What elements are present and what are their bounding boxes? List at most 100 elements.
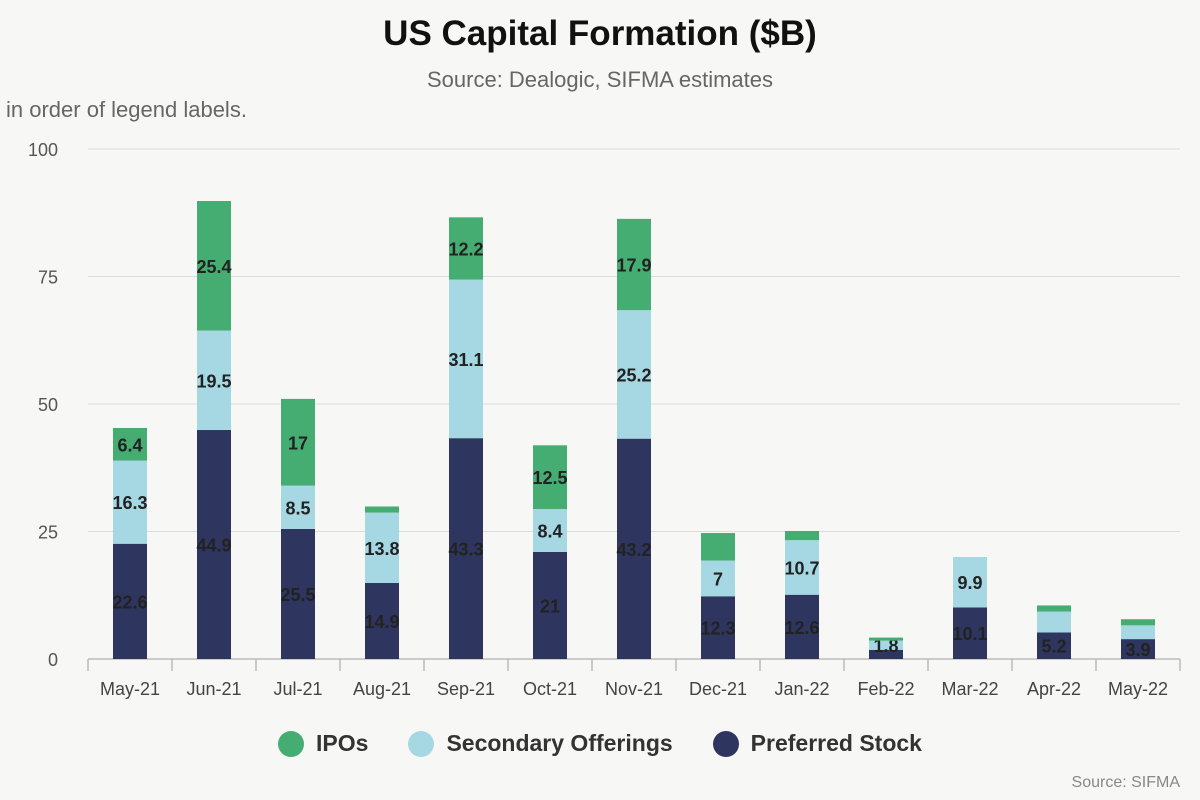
y-tick-label: 25 (38, 523, 58, 543)
bar-preferred-stock (365, 583, 399, 659)
data-label: 10.7 (784, 558, 819, 578)
x-tick-label: Oct-21 (523, 679, 577, 699)
data-label: 14.9 (364, 612, 399, 632)
bar-preferred-stock (1121, 639, 1155, 659)
x-tick-label: Feb-22 (857, 679, 914, 699)
bar-ipos (365, 506, 399, 513)
x-tick-label: May-21 (100, 679, 160, 699)
chart-title: US Capital Formation ($B) (383, 14, 817, 53)
bar-chart: 0 25 50 75 100 22.6 16.3 6.4 May-21 44.9 19.5 25.4 J… (28, 140, 1181, 699)
bar-secondary-offerings (1121, 625, 1155, 640)
bar-preferred-stock (449, 438, 483, 659)
x-tick-label: Dec-21 (689, 679, 747, 699)
data-label: 22.6 (112, 592, 147, 612)
bar-preferred-stock (701, 596, 735, 659)
bar-secondary-offerings (533, 509, 567, 552)
y-tick-label: 50 (38, 395, 58, 415)
data-label: 3.9 (1125, 640, 1150, 660)
x-tick-label: May-22 (1108, 679, 1168, 699)
bar-secondary-offerings (281, 485, 315, 529)
x-tick-label: Jan-22 (774, 679, 829, 699)
bar-ipos (197, 201, 231, 331)
bar-secondary-offerings (113, 460, 147, 544)
data-label: 8.4 (537, 521, 562, 541)
bar-secondary-offerings (617, 310, 651, 439)
data-label: 16.3 (112, 493, 147, 513)
legend-swatch-ipos (278, 730, 305, 757)
bar-preferred-stock (785, 594, 819, 659)
data-label: 12.2 (448, 239, 483, 259)
bar-ipos (1037, 605, 1071, 612)
data-label: 25.5 (280, 585, 315, 605)
data-label: 44.9 (196, 536, 231, 556)
bar-preferred-stock (113, 543, 147, 659)
bar-secondary-offerings (197, 330, 231, 431)
bar-ipos (617, 218, 651, 311)
bar-ipos (701, 533, 735, 561)
x-tick-label: Jun-21 (186, 679, 241, 699)
legend-item-preferred-stock[interactable]: Preferred Stock (712, 730, 922, 757)
x-tick-label: Sep-21 (437, 679, 495, 699)
bar-preferred-stock (1037, 632, 1071, 659)
bar-secondary-offerings (869, 640, 903, 650)
legend-item-ipos[interactable]: IPOs (278, 730, 368, 757)
data-label: 21 (540, 596, 560, 616)
data-label: 12.6 (784, 618, 819, 638)
bar-ipos (281, 398, 315, 486)
bar-ipos (533, 445, 567, 510)
bar-ipos (869, 637, 903, 641)
data-label: 12.5 (532, 468, 567, 488)
data-label: 6.4 (117, 435, 142, 455)
bar-secondary-offerings (449, 279, 483, 439)
data-label: 5.2 (1041, 637, 1066, 657)
bar-preferred-stock (281, 528, 315, 659)
legend-item-secondary-offerings[interactable]: Secondary Offerings (408, 730, 673, 757)
data-label: 25.4 (196, 257, 231, 277)
bar-preferred-stock (869, 649, 903, 659)
legend-label-ipos: IPOs (316, 730, 369, 756)
bar-ipos (1121, 619, 1155, 626)
legend-label-preferred-stock: Preferred Stock (750, 730, 922, 756)
legend-label-secondary-offerings: Secondary Offerings (446, 730, 673, 756)
bar-ipos (785, 530, 819, 541)
chart-subtitle: Source: Dealogic, SIFMA estimates (426, 67, 774, 92)
bar-preferred-stock (617, 438, 651, 659)
legend-swatch-secondary-offerings (408, 730, 435, 757)
data-label: 13.8 (364, 539, 399, 559)
data-label: 12.3 (700, 619, 735, 639)
x-tick-label: Apr-22 (1027, 679, 1081, 699)
x-tick-label: Jul-21 (273, 679, 322, 699)
data-label: 9.9 (957, 573, 982, 593)
bar-secondary-offerings (785, 540, 819, 595)
bar-secondary-offerings (701, 560, 735, 597)
bar-secondary-offerings (953, 557, 987, 608)
data-label: 19.5 (196, 371, 231, 391)
source-credit: Source: SIFMA (1071, 774, 1180, 791)
bar-preferred-stock (953, 607, 987, 659)
data-label: 17.9 (616, 256, 651, 276)
chart-note: in order of legend labels. (6, 97, 247, 122)
x-tick-label: Aug-21 (353, 679, 411, 699)
y-tick-label: 100 (28, 140, 58, 160)
data-label: 31.1 (448, 350, 483, 370)
bar-preferred-stock (197, 430, 231, 659)
data-label: 17 (288, 433, 308, 453)
x-tick-label: Nov-21 (605, 679, 663, 699)
legend-swatch-preferred-stock (712, 730, 739, 757)
data-label: 43.2 (616, 540, 651, 560)
bar-ipos (449, 217, 483, 280)
data-label: 8.5 (285, 498, 310, 518)
y-tick-label: 0 (48, 650, 58, 670)
bar-preferred-stock (533, 551, 567, 659)
data-label: 1.8 (873, 636, 898, 656)
bar-secondary-offerings (365, 512, 399, 584)
data-label: 10.1 (952, 624, 987, 644)
data-label: 7 (713, 569, 723, 589)
data-label: 43.3 (448, 540, 483, 560)
x-tick-label: Mar-22 (941, 679, 998, 699)
legend: IPOs Secondary Offerings Preferred Stock (0, 730, 1200, 757)
data-label: 25.2 (616, 365, 651, 385)
y-tick-label: 75 (38, 268, 58, 288)
bar-ipos (113, 427, 147, 461)
bar-secondary-offerings (1037, 611, 1071, 633)
